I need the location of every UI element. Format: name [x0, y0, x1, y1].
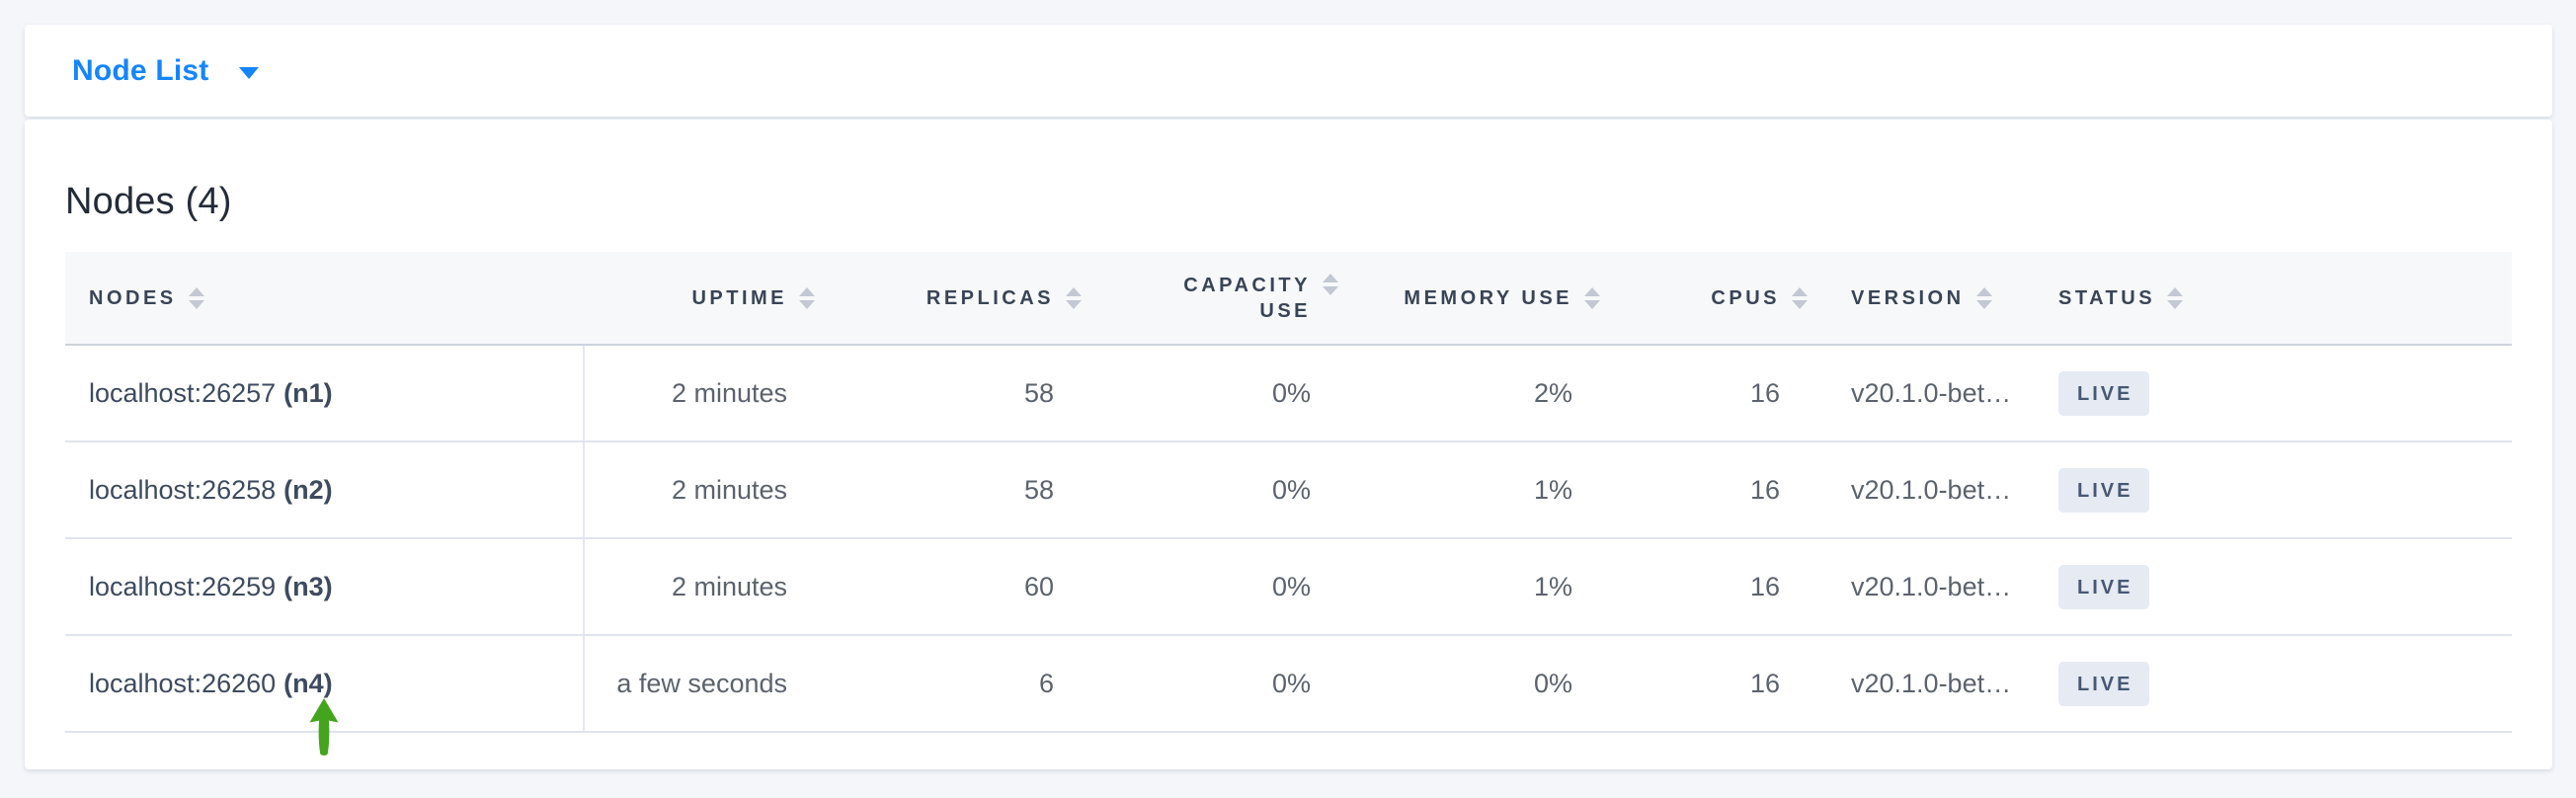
uptime-cell: a few seconds [583, 635, 831, 733]
node-address-link[interactable]: localhost:26259 [89, 571, 277, 601]
status-cell: LIVE [2031, 345, 2512, 442]
status-cell: LIVE [2031, 441, 2512, 539]
column-header-label: MEMORY USE [1404, 286, 1572, 309]
status-cell: LIVE [2031, 538, 2512, 636]
version-cell: v20.1.0-bet… [1823, 635, 2031, 733]
status-badge: LIVE [2058, 661, 2150, 706]
table-row: localhost:26260 (n4) a few seconds 6 0% 0… [65, 635, 2512, 733]
memory-use-cell: 2% [1354, 345, 1616, 442]
cpus-cell: 16 [1616, 538, 1823, 636]
sort-icon[interactable] [1066, 286, 1082, 309]
column-header-uptime[interactable]: UPTIME [584, 252, 831, 346]
nodes-section: Nodes (4) NODES UPTIME [25, 120, 2552, 769]
node-id: (n3) [283, 571, 333, 601]
table-header-row: NODES UPTIME REPLICAS [65, 252, 2512, 346]
table-row: localhost:26259 (n3) 2 minutes 60 0% 1% 1… [65, 538, 2512, 636]
column-header-label: STATUS [2058, 286, 2156, 309]
status-badge: LIVE [2058, 564, 2150, 609]
node-cell[interactable]: localhost:26257 (n1) [65, 345, 584, 442]
column-header-label: CPUS [1711, 286, 1780, 309]
node-id: (n4) [283, 668, 333, 698]
sort-icon[interactable] [1323, 274, 1338, 295]
memory-use-cell: 0% [1354, 635, 1616, 733]
capacity-use-cell: 0% [1097, 635, 1354, 733]
node-address-link[interactable]: localhost:26258 [89, 474, 277, 505]
cpus-cell: 16 [1616, 345, 1823, 442]
node-address-link[interactable]: localhost:26257 [89, 377, 277, 408]
replicas-cell: 60 [831, 538, 1097, 636]
capacity-use-cell: 0% [1097, 441, 1354, 539]
column-header-label: REPLICAS [926, 286, 1054, 309]
cpus-cell: 16 [1616, 635, 1823, 733]
column-header-memory-use[interactable]: MEMORY USE [1354, 252, 1616, 346]
sort-icon[interactable] [1792, 286, 1808, 309]
column-header-label: CAPACITY USE [1183, 274, 1311, 322]
node-address-link[interactable]: localhost:26260 [89, 668, 277, 698]
node-list-dropdown-label[interactable]: Node List [72, 53, 209, 87]
node-cell[interactable]: localhost:26259 (n3) [65, 538, 584, 636]
column-header-cpus[interactable]: CPUS [1616, 252, 1823, 346]
capacity-use-cell: 0% [1097, 345, 1354, 442]
table-row: localhost:26258 (n2) 2 minutes 58 0% 1% 1… [65, 441, 2512, 539]
node-cell[interactable]: localhost:26260 (n4) [65, 635, 584, 733]
memory-use-cell: 1% [1354, 538, 1616, 636]
column-header-version[interactable]: VERSION [1823, 252, 2031, 346]
column-header-replicas[interactable]: REPLICAS [831, 252, 1097, 346]
uptime-cell: 2 minutes [583, 345, 831, 442]
replicas-cell: 58 [831, 345, 1097, 442]
status-badge: LIVE [2058, 370, 2150, 416]
version-cell: v20.1.0-bet… [1823, 345, 2031, 442]
column-header-capacity-use[interactable]: CAPACITY USE [1097, 252, 1354, 346]
version-cell: v20.1.0-bet… [1823, 538, 2031, 636]
node-cell[interactable]: localhost:26258 (n2) [65, 441, 584, 539]
node-list-dropdown[interactable]: Node List [72, 53, 260, 88]
node-id: (n2) [283, 474, 333, 505]
page-header-bar: Node List [25, 25, 2552, 117]
page: Node List Nodes (4) NODES [25, 25, 2552, 769]
node-id: (n1) [283, 377, 333, 408]
replicas-cell: 6 [831, 635, 1097, 733]
sort-icon[interactable] [188, 286, 204, 309]
sort-icon[interactable] [1975, 286, 1992, 309]
replicas-cell: 58 [831, 441, 1097, 539]
sort-icon[interactable] [799, 286, 815, 309]
column-header-label: NODES [89, 286, 177, 309]
column-header-status[interactable]: STATUS [2031, 252, 2512, 346]
uptime-cell: 2 minutes [583, 441, 831, 539]
status-cell: LIVE [2031, 635, 2512, 733]
version-cell: v20.1.0-bet… [1823, 441, 2031, 539]
column-header-nodes[interactable]: NODES [65, 252, 584, 346]
uptime-cell: 2 minutes [583, 538, 831, 636]
memory-use-cell: 1% [1354, 441, 1616, 539]
cpus-cell: 16 [1616, 441, 1823, 539]
nodes-table: NODES UPTIME REPLICAS [65, 252, 2512, 733]
capacity-use-cell: 0% [1097, 538, 1354, 636]
column-header-label: VERSION [1851, 286, 1965, 309]
page-title: Nodes (4) [65, 181, 232, 222]
column-header-label: UPTIME [691, 286, 787, 309]
chevron-down-icon [239, 66, 260, 79]
table-row: localhost:26257 (n1) 2 minutes 58 0% 2% 1… [65, 345, 2512, 442]
sort-icon[interactable] [1584, 286, 1600, 309]
status-badge: LIVE [2058, 467, 2150, 513]
sort-icon[interactable] [2167, 286, 2184, 309]
